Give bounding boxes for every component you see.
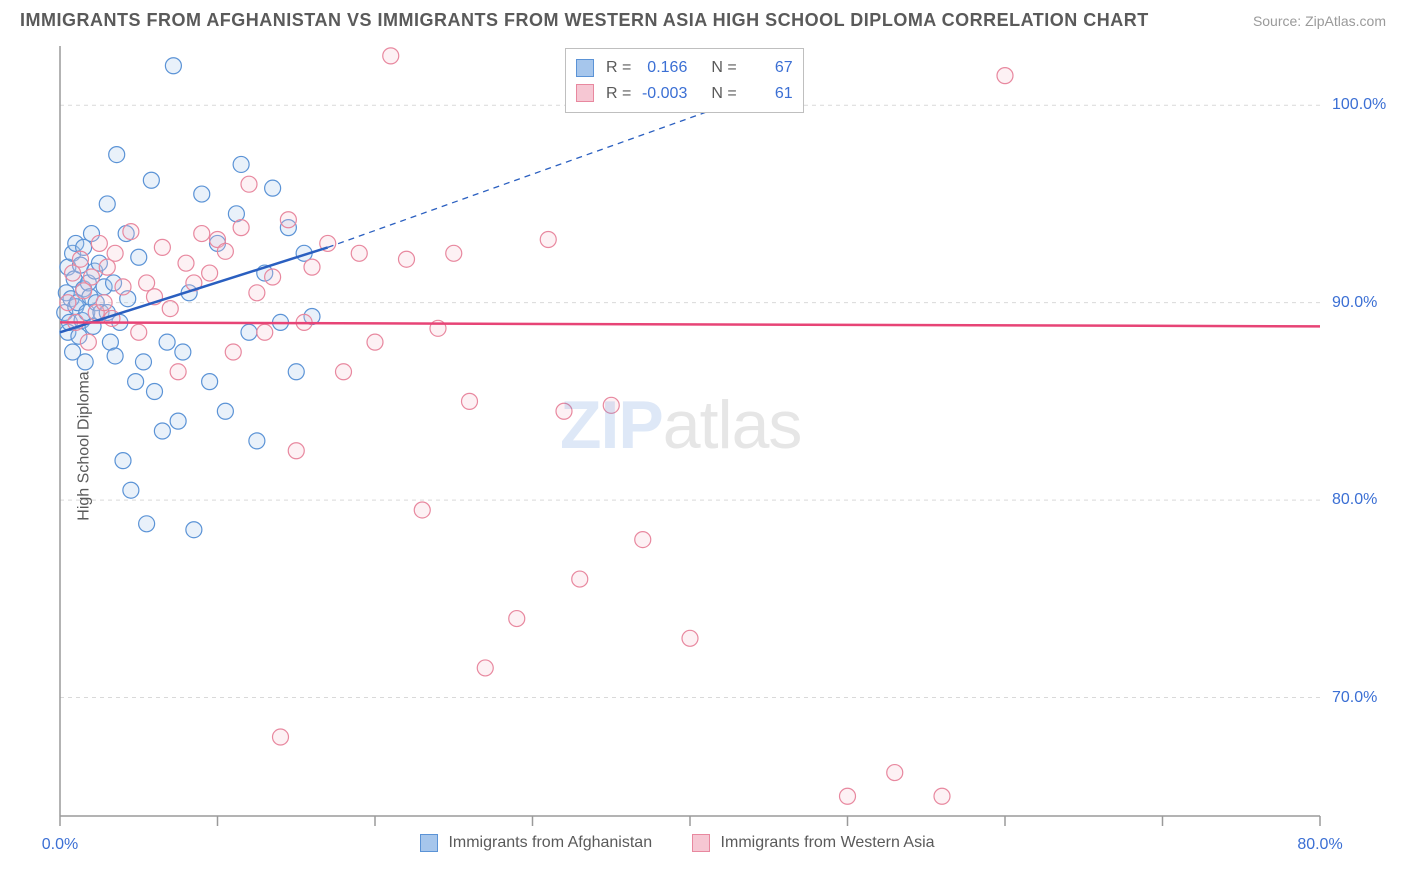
legend-item-b: Immigrants from Western Asia (692, 834, 934, 852)
y-axis-label: High School Diploma (76, 371, 94, 520)
y-tick-label: 90.0% (1332, 294, 1377, 312)
stats-row-series-a: R = 0.166 N = 67 (576, 55, 793, 81)
bottom-legend: Immigrants from Afghanistan Immigrants f… (420, 834, 935, 852)
scatter-chart-svg (20, 36, 1386, 856)
source-attribution: Source: ZipAtlas.com (1253, 13, 1386, 29)
chart-area: High School Diploma 70.0% 80.0% 90.0% 100.0… (20, 36, 1386, 856)
stats-row-series-b: R = -0.003 N = 61 (576, 81, 793, 107)
swatch-series-b (576, 84, 594, 102)
correlation-stats-box: R = 0.166 N = 67 R = -0.003 N = 61 (565, 48, 804, 113)
legend-item-a: Immigrants from Afghanistan (420, 834, 652, 852)
chart-title: IMMIGRANTS FROM AFGHANISTAN VS IMMIGRANT… (20, 10, 1149, 31)
swatch-series-b-icon (692, 834, 710, 852)
swatch-series-a-icon (420, 834, 438, 852)
y-tick-label: 80.0% (1332, 491, 1377, 509)
y-tick-label: 70.0% (1332, 689, 1377, 707)
swatch-series-a (576, 59, 594, 77)
x-tick-label: 0.0% (42, 836, 78, 854)
x-tick-label: 80.0% (1297, 836, 1342, 854)
y-tick-label: 100.0% (1332, 96, 1386, 114)
